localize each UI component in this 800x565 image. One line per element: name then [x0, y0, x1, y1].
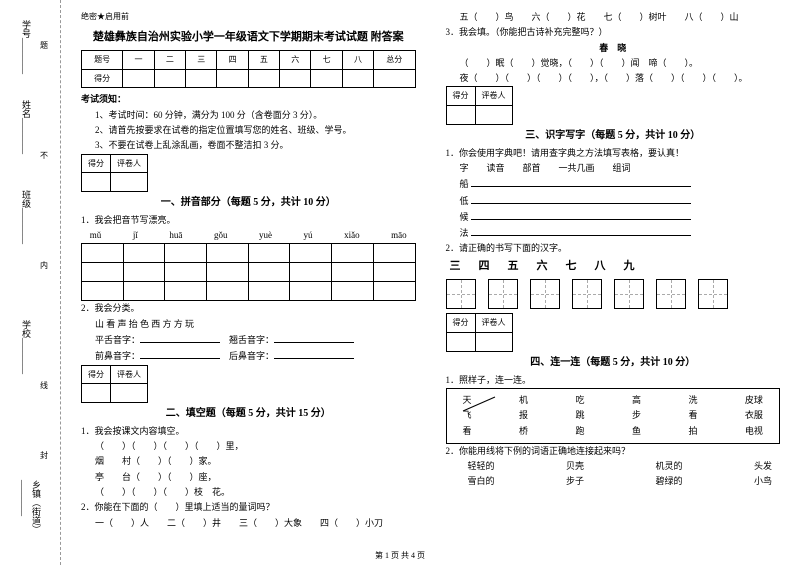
pinyin-row: mǔ jǐ huā gǒu yuè yú xiǎo māo	[81, 228, 416, 243]
grid-cell	[656, 279, 686, 309]
question: 1．我会把音节写漂亮。	[81, 213, 416, 228]
pinyin: yú	[304, 228, 313, 243]
th: 七	[311, 51, 342, 70]
exam-title: 楚雄彝族自治州实验小学一年级语文下学期期末考试试题 附答案	[81, 28, 416, 47]
grid-cell	[572, 279, 602, 309]
pinyin: māo	[391, 228, 407, 243]
td: 得分	[82, 69, 123, 88]
question: 1．你会使用字典吧！请用查字典之方法填写表格，要认真！	[446, 146, 781, 161]
sub-score-box: 得分评卷人	[81, 365, 416, 403]
poem-title: 春 晓	[446, 41, 781, 56]
measure-line: 一（ ）人 二（ ）井 三（ ）大象 四（ ）小刀	[95, 516, 416, 531]
grid-cell	[698, 279, 728, 309]
sub-score-box: 得分评卷人	[446, 86, 781, 124]
fold-char: 封	[40, 450, 48, 461]
fold-char: 线	[40, 380, 48, 391]
table-row: 题号 一 二 三 四 五 六 七 八 总分	[82, 51, 416, 70]
binding-label: 学校________	[20, 320, 33, 374]
question: 3．我会填。（你能把古诗补充完整吗？）	[446, 25, 781, 40]
grid-cell	[446, 279, 476, 309]
notice-item: 2、请首先按要求在试卷的指定位置填写您的姓名、班级、学号。	[95, 123, 416, 138]
binding-label: 班级________	[20, 190, 33, 244]
th: 总分	[374, 51, 415, 70]
td: 得分	[82, 154, 111, 173]
question: 2．我会分类。	[81, 301, 416, 316]
dict-row: 法	[460, 225, 781, 241]
table-head: 字 读音 部首 一共几画 组词	[460, 161, 781, 176]
grid-cell	[614, 279, 644, 309]
fold-char: 内	[40, 260, 48, 271]
grid-cell	[488, 279, 518, 309]
match-box: 天机 吃高 洗皮球 飞报 跳步 看衣服 看桥 跑鱼 拍电视	[446, 388, 781, 444]
table-row: 得分	[82, 69, 416, 88]
secret-mark: 绝密★启用前	[81, 10, 416, 24]
measure-line: 五（ ）鸟 六（ ）花 七（ ）树叶 八（ ）山	[460, 10, 781, 25]
question: 2．请正确的书写下面的汉字。	[446, 241, 781, 256]
td: 评卷人	[111, 154, 148, 173]
number-row: 三四五 六七八九	[450, 257, 781, 276]
dict-row: 候	[460, 209, 781, 225]
pinyin: jǐ	[133, 228, 138, 243]
binding-label: 乡镇（街道）________	[20, 480, 43, 565]
blank-line: 平舌音字： 翘舌音字：	[95, 332, 416, 348]
page-footer: 第 1 页 共 4 页	[375, 550, 425, 561]
poem-line: 夜（ ）（ ）（ ）（ ），（ ）落（ ）（ ）（ ）。	[460, 71, 781, 86]
pinyin: huā	[169, 228, 182, 243]
pinyin-grid	[81, 243, 416, 301]
th: 五	[248, 51, 279, 70]
page: 学号________ 姓名________ 班级________ 学校_____…	[0, 0, 800, 565]
section-title: 二、填空题（每题 5 分，共计 15 分）	[81, 405, 416, 422]
poem-line: （ ）（ ）（ ）（ ）里，	[95, 439, 416, 454]
binding-label: 学号________	[20, 20, 33, 74]
question: 1．照样子，连一连。	[446, 373, 781, 388]
right-column: 五（ ）鸟 六（ ）花 七（ ）树叶 八（ ）山 3．我会填。（你能把古诗补充完…	[446, 10, 781, 555]
notice-item: 1、考试时间：60 分钟，满分为 100 分（含卷面分 3 分）。	[95, 108, 416, 123]
content-area: 绝密★启用前 楚雄彝族自治州实验小学一年级语文下学期期末考试试题 附答案 题号 …	[61, 0, 800, 565]
char-line: 山 看 声 抬 色 西 方 方 玩	[95, 317, 416, 332]
dict-row: 低	[460, 193, 781, 209]
grid-cell	[530, 279, 560, 309]
left-column: 绝密★启用前 楚雄彝族自治州实验小学一年级语文下学期期末考试试题 附答案 题号 …	[81, 10, 416, 555]
fold-char: 不	[40, 150, 48, 161]
score-table: 题号 一 二 三 四 五 六 七 八 总分 得分	[81, 50, 416, 88]
th: 四	[217, 51, 248, 70]
poem-line: 亭 台（ ）（ ）座，	[95, 470, 416, 485]
section-title: 一、拼音部分（每题 5 分，共计 10 分）	[81, 194, 416, 211]
th: 一	[123, 51, 154, 70]
match-row: 轻轻的贝壳 机灵的头发	[460, 459, 781, 474]
th: 六	[280, 51, 311, 70]
dict-row: 船	[460, 176, 781, 192]
pinyin: gǒu	[214, 228, 228, 243]
section-title: 四、连一连（每题 5 分，共计 10 分）	[446, 354, 781, 371]
question: 2．你能用线将下例的词语正确地连接起来吗？	[446, 444, 781, 459]
binding-label: 姓名________	[20, 100, 33, 154]
pinyin: mǔ	[90, 228, 102, 243]
poem-line: （ ）（ ）（ ）枝 花。	[95, 485, 416, 500]
sub-score-box: 得分评卷人	[446, 313, 781, 351]
section-title: 三、识字写字（每题 5 分，共计 10 分）	[446, 127, 781, 144]
th: 三	[186, 51, 217, 70]
notice-item: 3、不要在试卷上乱涂乱画，卷面不整洁扣 3 分。	[95, 138, 416, 153]
match-row: 雪白的步子 碧绿的小鸟	[460, 474, 781, 489]
sub-score-box: 得分评卷人	[81, 154, 416, 192]
blank-line: 前鼻音字： 后鼻音字：	[95, 348, 416, 364]
writing-grid	[446, 279, 781, 309]
poem-line: （ ）眠（ ）觉晓，（ ）（ ）闻 啼（ ）。	[460, 56, 781, 71]
binding-margin: 学号________ 姓名________ 班级________ 学校_____…	[0, 0, 61, 565]
question: 1．我会按课文内容填空。	[81, 424, 416, 439]
pinyin: xiǎo	[344, 228, 360, 243]
th: 八	[342, 51, 373, 70]
th: 二	[154, 51, 185, 70]
poem-line: 烟 村（ ）（ ）家。	[95, 454, 416, 469]
notice-head: 考试须知：	[81, 92, 416, 107]
pinyin: yuè	[259, 228, 272, 243]
th: 题号	[82, 51, 123, 70]
fold-char: 题	[40, 40, 48, 51]
question: 2．你能在下面的（ ）里填上适当的量词吗？	[81, 500, 416, 515]
